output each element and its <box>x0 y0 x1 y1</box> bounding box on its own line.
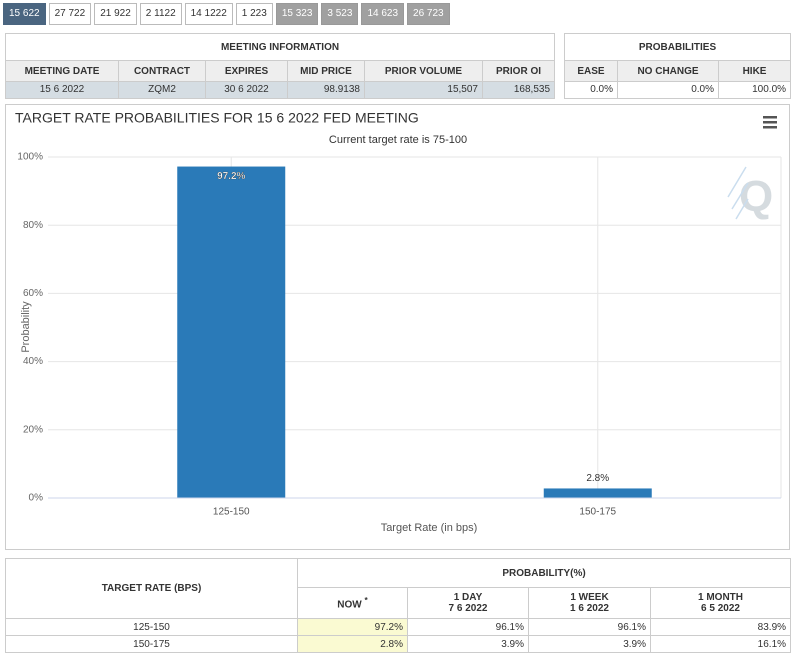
column-header: EXPIRES <box>205 60 288 82</box>
menu-icon[interactable] <box>763 116 777 129</box>
meeting-tab[interactable]: 14 623 <box>361 3 405 25</box>
meeting-tab[interactable]: 15 622 <box>3 3 46 25</box>
cell: 125-150 <box>5 618 298 636</box>
cell: 3.9% <box>528 635 651 653</box>
cell: 0.0% <box>617 80 719 100</box>
cell: 3.9% <box>407 635 529 653</box>
cell: 96.1% <box>528 618 651 636</box>
table-title: MEETING INFORMATION <box>4 32 556 62</box>
chart-panel: TARGET RATE PROBABILITIES FOR 15 6 2022 … <box>5 104 790 550</box>
cell: 15,507 <box>364 80 483 100</box>
cell: 2.8% <box>297 635 408 653</box>
date: 6 5 2022 <box>701 603 740 614</box>
svg-text:Q: Q <box>739 172 773 221</box>
cell: 83.9% <box>649 618 792 636</box>
column-header: CONTRACT <box>118 60 206 82</box>
meeting-tab[interactable]: 3 523 <box>321 3 359 25</box>
column-header: PRIOR VOLUME <box>364 60 483 82</box>
cell: ZQM2 <box>118 80 206 100</box>
label: NOW <box>337 599 362 611</box>
date: 7 6 2022 <box>448 603 488 614</box>
column-header: TARGET RATE (BPS) <box>5 558 298 619</box>
table-row: 125-150 97.2% 96.1% 96.1% 83.9% <box>5 618 792 636</box>
y-tick-label: 100% <box>17 152 43 163</box>
cell: 0.0% <box>564 80 618 100</box>
cell: 15 6 2022 <box>5 80 119 100</box>
column-header: NO CHANGE <box>617 60 719 82</box>
meeting-table: MEETING INFORMATION MEETING DATE CONTRACT… <box>4 32 556 100</box>
table-row: 150-175 2.8% 3.9% 3.9% 16.1% <box>5 635 792 653</box>
column-header: NOW * <box>297 587 408 619</box>
column-header: 1 MONTH 6 5 2022 <box>649 587 792 619</box>
probability-table: TARGET RATE (BPS) PROBABILITY(%) NOW * 1 D… <box>5 558 792 670</box>
y-tick-label: 0% <box>29 493 44 504</box>
probabilities-table: PROBABILITIES EASE NO CHANGE HIKE 0.0% 0.0%… <box>563 32 792 100</box>
bar <box>543 488 652 498</box>
cell: 97.2% <box>297 618 408 636</box>
footnote-mark: * <box>364 595 368 606</box>
column-header: PRIOR OI <box>481 60 556 82</box>
meeting-tab[interactable]: 1 223 <box>235 3 273 25</box>
cell: 30 6 2022 <box>205 80 288 100</box>
chart-title: TARGET RATE PROBABILITIES FOR 15 6 2022 … <box>15 110 419 126</box>
chart: TARGET RATE PROBABILITIES FOR 15 6 2022 … <box>15 110 782 534</box>
label: 1 DAY <box>453 592 483 603</box>
meeting-tab[interactable]: 14 1222 <box>184 3 233 25</box>
y-tick-label: 40% <box>23 356 43 367</box>
cell: 100.0% <box>717 80 792 100</box>
cell: 96.1% <box>407 618 529 636</box>
column-header: 1 DAY 7 6 2022 <box>407 587 529 619</box>
meeting-tab[interactable]: 26 723 <box>407 3 450 25</box>
y-tick-label: 20% <box>23 424 43 435</box>
column-header: MEETING DATE <box>5 60 119 82</box>
chart-subtitle: Current target rate is 75-100 <box>329 134 467 146</box>
column-header: EASE <box>564 60 618 82</box>
column-header: MID PRICE <box>287 60 365 82</box>
meeting-tab[interactable]: 27 722 <box>48 3 92 25</box>
bar <box>177 166 286 498</box>
group-header: PROBABILITY(%) <box>296 558 792 588</box>
label: 1 WEEK <box>570 592 609 603</box>
cell: 98.9138 <box>287 80 365 100</box>
cell: 168,535 <box>481 80 556 100</box>
meeting-tab[interactable]: 15 323 <box>275 3 319 25</box>
label: 1 MONTH <box>698 592 744 603</box>
table-title: PROBABILITIES <box>563 32 792 62</box>
y-axis-title: Probability <box>20 301 32 353</box>
watermark: Q <box>727 166 773 221</box>
x-tick-label: 125-150 <box>213 507 250 518</box>
meeting-tab[interactable]: 21 922 <box>94 3 137 25</box>
meeting-tabs: 15 622 27 722 21 922 2 1122 14 1222 1 223 15 3… <box>3 3 450 25</box>
meeting-tab[interactable]: 2 1122 <box>139 3 182 25</box>
table-row <box>6 653 791 670</box>
y-tick-label: 60% <box>23 288 43 299</box>
cell: 150-175 <box>5 635 298 653</box>
data-label: 97.2% <box>217 171 245 182</box>
x-axis-title: Target Rate (in bps) <box>381 522 478 534</box>
data-label: 2.8% <box>586 473 609 484</box>
date: 1 6 2022 <box>570 603 609 614</box>
column-header: HIKE <box>717 60 792 82</box>
column-header: 1 WEEK 1 6 2022 <box>528 587 651 619</box>
cell: 16.1% <box>649 635 792 653</box>
y-tick-label: 80% <box>23 220 43 231</box>
x-tick-label: 150-175 <box>579 507 616 518</box>
